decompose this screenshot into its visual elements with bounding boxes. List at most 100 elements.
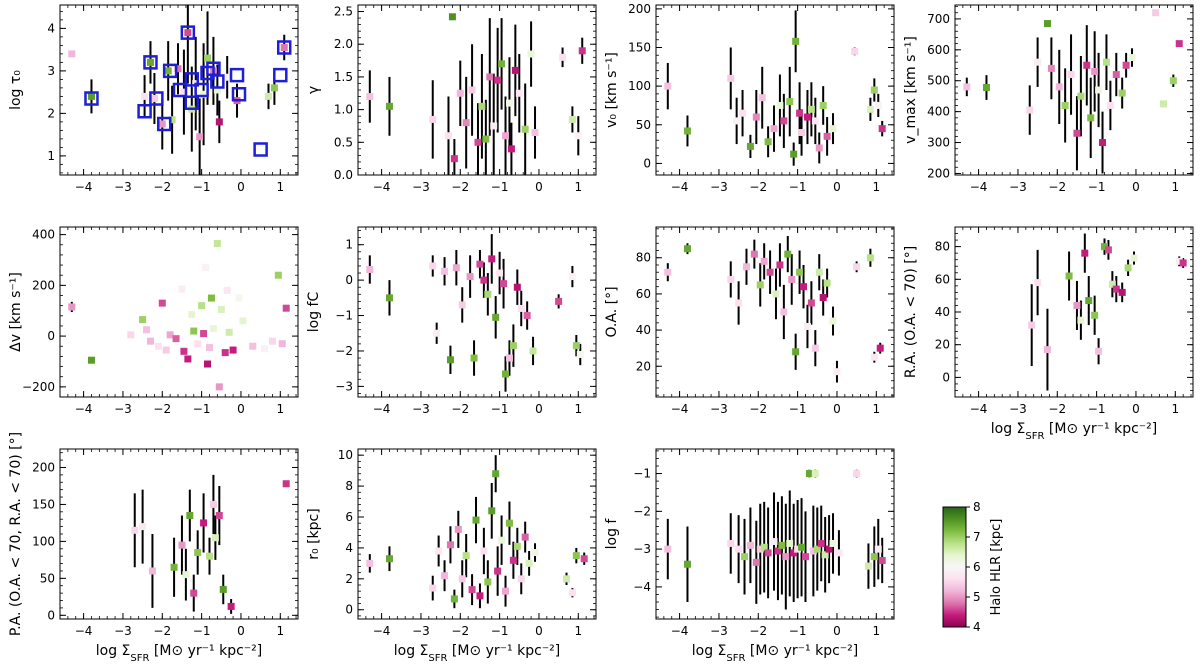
data-point — [811, 117, 819, 125]
data-point — [766, 268, 774, 276]
x-tick-label: −3 — [114, 624, 132, 638]
data-point — [531, 129, 539, 136]
data-point — [833, 368, 841, 376]
data-point — [517, 304, 525, 312]
y-tick-label: 80 — [935, 240, 950, 254]
data-point — [162, 346, 170, 354]
data-layer — [131, 474, 290, 614]
x-tick-label: 1 — [872, 180, 880, 194]
y-tick-label: 150 — [32, 497, 55, 511]
data-point — [746, 541, 754, 549]
y-tick-label: 100 — [32, 534, 55, 548]
data-point — [168, 116, 176, 124]
data-point — [807, 299, 815, 307]
data-point — [515, 89, 523, 97]
data-point — [505, 519, 513, 527]
x-tick-label: −3 — [412, 624, 430, 638]
data-point — [478, 102, 486, 110]
panel-tau0: −4 −3 −2 −1 0 1 1 2 3 4 log τ₀ — [8, 4, 299, 194]
data-point — [792, 348, 800, 356]
data-point — [164, 67, 172, 75]
data-point — [764, 549, 772, 557]
data-point — [809, 547, 817, 555]
data-point — [215, 512, 223, 520]
data-point — [776, 261, 784, 269]
data-point — [190, 327, 198, 335]
data-point — [815, 268, 823, 276]
data-point — [683, 560, 691, 568]
data-point — [819, 101, 827, 109]
highlight-box — [184, 95, 200, 110]
data-point — [450, 595, 458, 603]
y-tick-label: −1 — [633, 467, 651, 481]
data-point — [1034, 58, 1042, 66]
data-point — [527, 50, 535, 58]
axes-frame — [59, 226, 299, 398]
data-point — [213, 239, 221, 247]
x-tick-label: 1 — [276, 624, 284, 638]
data-point — [786, 539, 794, 547]
data-point — [792, 37, 800, 45]
data-point — [505, 354, 513, 362]
data-point — [1028, 321, 1036, 329]
colorbar-tick-label: 5 — [973, 590, 981, 604]
data-point — [462, 552, 470, 560]
x-tick-label: 0 — [237, 402, 245, 416]
data-point — [200, 90, 208, 98]
data-point — [468, 86, 476, 94]
panel-dv: −4 −3 −2 −1 0 1 −200 0 200 400 Δv [km s⁻¹] — [8, 226, 299, 416]
data-point — [509, 342, 517, 350]
data-point — [823, 132, 831, 140]
data-point — [441, 267, 449, 275]
x-tick-label: 1 — [574, 624, 582, 638]
y-tick-label: 1.0 — [334, 103, 353, 117]
data-point — [1043, 20, 1051, 28]
x-tick-label: −2 — [749, 402, 767, 416]
panel-oa: −4 −3 −2 −1 0 1 20 40 60 80 O.A. [°] — [604, 226, 895, 416]
x-tick-label: −1 — [193, 402, 211, 416]
data-point — [1091, 67, 1099, 75]
data-point — [154, 342, 162, 350]
data-point — [750, 250, 758, 258]
data-point — [874, 545, 882, 553]
data-point — [196, 133, 204, 141]
data-point — [502, 587, 510, 595]
data-point — [227, 602, 235, 610]
data-point — [788, 275, 796, 283]
data-layer — [366, 13, 586, 175]
data-point — [223, 73, 231, 81]
data-point — [525, 559, 533, 567]
x-tick-label: −3 — [412, 180, 430, 194]
data-point — [1118, 288, 1126, 296]
data-point — [444, 132, 452, 140]
y-tick-label: 0 — [643, 156, 651, 170]
data-point — [496, 269, 504, 277]
panel-fc: −4 −3 −2 −1 0 1 −3 −2 −1 0 1 log fC — [306, 226, 597, 416]
data-layer — [366, 455, 588, 609]
data-point — [239, 317, 247, 325]
x-tick-label: 0 — [833, 624, 841, 638]
data-point — [385, 294, 393, 302]
y-tick-label: 200 — [927, 166, 950, 180]
data-point — [1095, 347, 1103, 355]
y-axis-label: P.A. (O.A. < 70, R.A. < 70) [°] — [8, 432, 24, 636]
data-point — [878, 125, 886, 133]
data-point — [752, 558, 760, 566]
highlight-box — [143, 55, 158, 70]
data-layer — [1028, 233, 1187, 391]
data-point — [200, 330, 208, 338]
data-point — [803, 113, 811, 121]
data-point — [727, 539, 735, 547]
data-point — [805, 470, 813, 478]
highlight-box — [229, 67, 245, 83]
data-point — [204, 54, 212, 62]
data-point — [568, 589, 576, 597]
data-layer — [963, 9, 1183, 174]
data-point — [1065, 272, 1073, 280]
x-tick-label: −4 — [970, 402, 988, 416]
data-point — [1100, 243, 1108, 251]
data-point — [498, 536, 506, 544]
x-tick-label: −4 — [373, 402, 391, 416]
data-point — [200, 519, 208, 527]
